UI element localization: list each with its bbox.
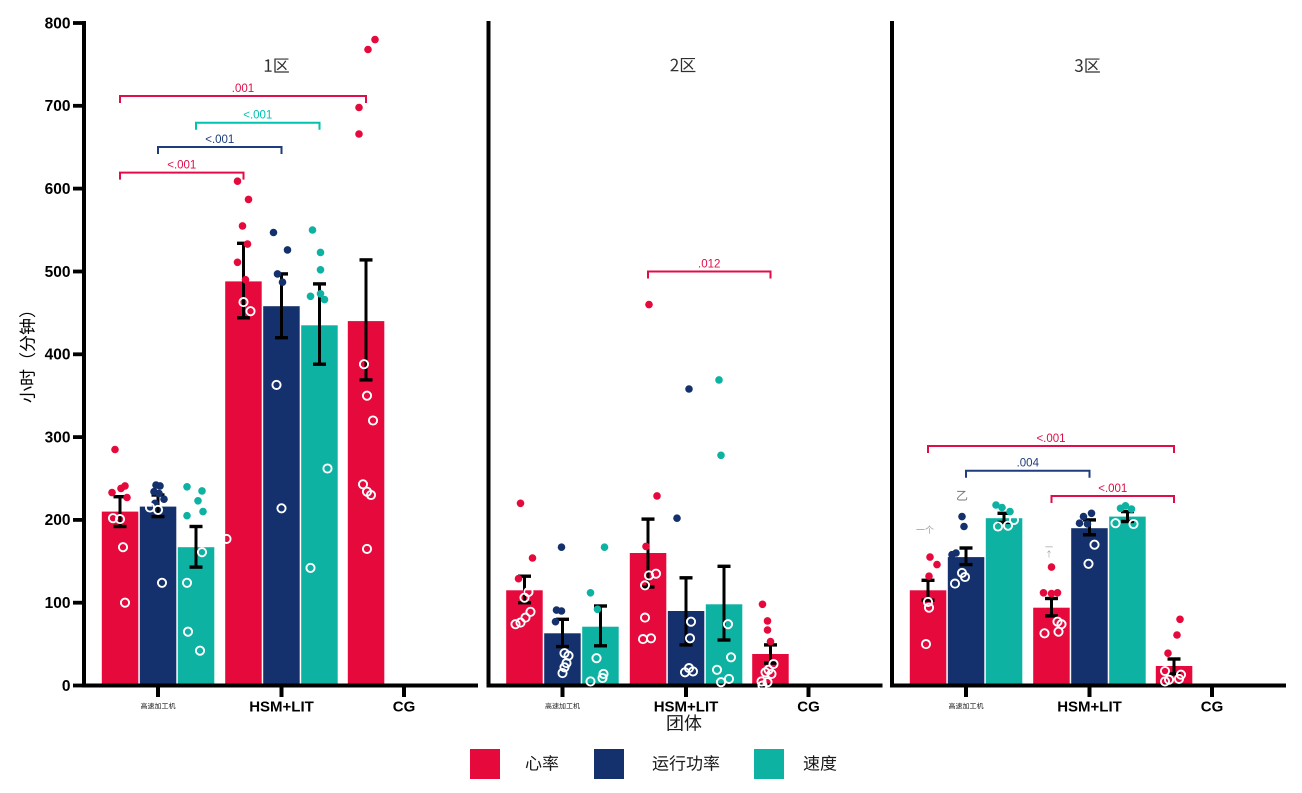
svg-text:.001: .001 (232, 83, 254, 95)
svg-text:800: 800 (45, 15, 71, 32)
svg-text:0: 0 (62, 678, 71, 695)
svg-text:700: 700 (45, 98, 71, 115)
svg-text:<.001: <.001 (1036, 433, 1065, 445)
svg-text:100: 100 (45, 595, 71, 612)
svg-text:200: 200 (45, 512, 71, 529)
svg-text:500: 500 (45, 264, 71, 281)
svg-text:400: 400 (45, 347, 71, 364)
svg-text:CG: CG (393, 699, 416, 716)
svg-text:<.001: <.001 (243, 110, 272, 122)
svg-text:<.001: <.001 (205, 134, 234, 146)
svg-text:CG: CG (797, 699, 820, 716)
svg-text:HSM+LIT: HSM+LIT (249, 699, 314, 716)
svg-text:600: 600 (45, 181, 71, 198)
svg-text:HSM+LIT: HSM+LIT (654, 699, 719, 716)
svg-text:<.001: <.001 (167, 160, 196, 172)
svg-text:CG: CG (1201, 699, 1224, 716)
svg-text:300: 300 (45, 429, 71, 446)
svg-text:.012: .012 (698, 259, 720, 271)
svg-text:.004: .004 (1017, 458, 1040, 470)
svg-text:<.001: <.001 (1098, 483, 1127, 495)
svg-text:HSM+LIT: HSM+LIT (1057, 699, 1122, 716)
